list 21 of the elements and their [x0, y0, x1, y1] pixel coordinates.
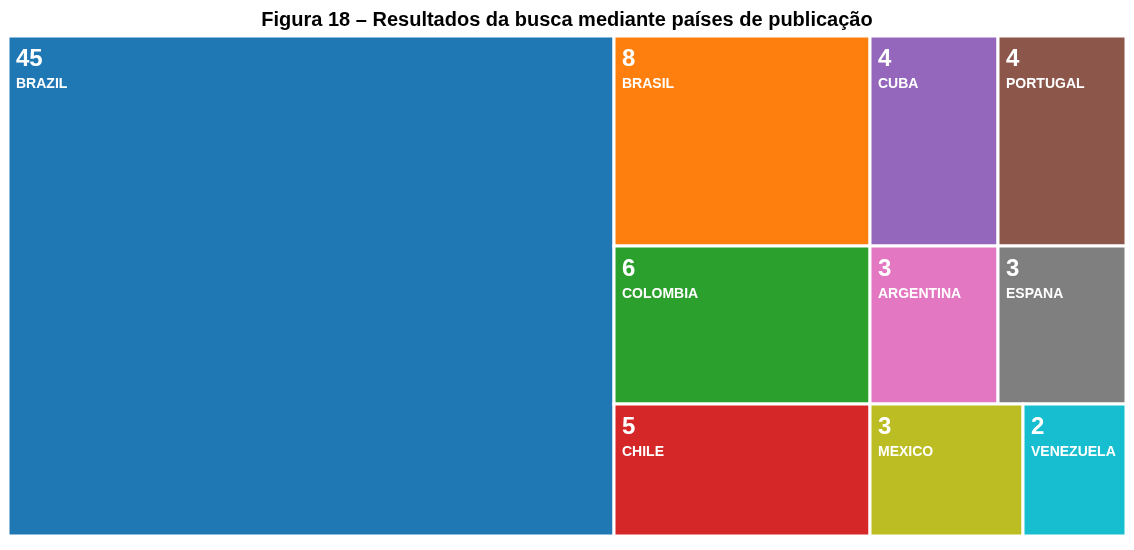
category-label: BRAZIL — [16, 75, 68, 91]
category-label: BRASIL — [622, 75, 675, 91]
data-label: 2 — [1031, 412, 1045, 439]
category-label: COLOMBIA — [622, 285, 699, 301]
category-label: CHILE — [622, 443, 664, 459]
data-label: 4 — [1006, 44, 1020, 71]
category-label: VENEZUELA — [1031, 443, 1116, 459]
category-label: ESPANA — [1006, 285, 1064, 301]
data-label: 4 — [878, 44, 892, 71]
text: Figura 18 – Resultados da busca mediante países de publicação — [260, 8, 874, 32]
data-label: 6 — [622, 254, 636, 281]
data-label: 5 — [622, 412, 636, 439]
category-label: PORTUGAL — [1006, 75, 1085, 91]
data-label: 8 — [622, 44, 636, 71]
category-label: CUBA — [878, 75, 919, 91]
data-label: 3 — [1006, 254, 1020, 281]
data-label: 3 — [878, 254, 892, 281]
data-label: 3 — [878, 412, 892, 439]
data-label: 45 — [16, 44, 43, 71]
category-label: MEXICO — [878, 443, 934, 459]
category-label: ARGENTINA — [878, 285, 962, 301]
